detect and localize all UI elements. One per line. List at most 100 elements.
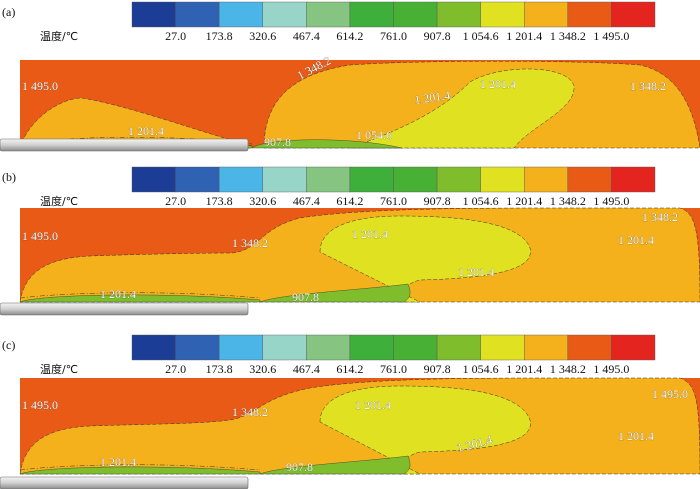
contour-label: 1 495.0 xyxy=(22,229,58,243)
contour-label: 1 201.4 xyxy=(413,88,451,107)
colorbar-swatch xyxy=(436,166,481,193)
colorbar-swatch xyxy=(524,166,569,193)
contour-label: 1 348.2 xyxy=(232,405,268,419)
contour-label: 1 495.0 xyxy=(22,79,58,93)
panel-label: (b) xyxy=(2,170,16,184)
colorbar-swatch xyxy=(175,334,220,361)
colorbar-swatch xyxy=(218,334,263,361)
colorbar-tick-label: 1 495.0 xyxy=(593,194,629,208)
colorbar-swatch xyxy=(218,1,263,28)
colorbar-tick-label: 1 348.2 xyxy=(550,194,586,208)
panel-label: (c) xyxy=(2,338,15,352)
colorbar-tick-label: 173.8 xyxy=(206,29,233,43)
colorbar-tick-label: 1 054.6 xyxy=(463,362,499,376)
contour-label: 1 495.0 xyxy=(22,398,58,412)
colorbar-tick-label: 467.4 xyxy=(293,194,320,208)
colorbar-tick-label: 1 054.6 xyxy=(463,29,499,43)
panel-label: (a) xyxy=(2,5,15,19)
electrode-rod xyxy=(0,476,249,489)
colorbar-tick-label: 467.4 xyxy=(293,362,320,376)
colorbar-swatch xyxy=(524,1,569,28)
colorbar-swatch xyxy=(306,334,351,361)
colorbar-swatch xyxy=(349,166,394,193)
contour-line xyxy=(19,464,261,471)
contour-region-1054 xyxy=(259,455,411,475)
colorbar-swatch xyxy=(480,166,525,193)
panel-b: (b) 温度/℃ 27.0 173.8 320.6 467.4 614.2 761.0 907.… xyxy=(0,166,700,316)
contour-plot xyxy=(19,207,700,303)
colorbar-swatch xyxy=(611,334,656,361)
contour-label: 1 495.0 xyxy=(652,387,688,401)
colorbar-swatch xyxy=(480,334,525,361)
panel-c: (c) 温度/℃ 27.0 173.8 320.6 467.4 614.2 761.0 907.… xyxy=(0,334,700,489)
contour-line xyxy=(19,292,261,299)
colorbar-tick-label: 320.6 xyxy=(249,29,276,43)
contour-label: 1 201.4 xyxy=(100,455,136,469)
colorbar-tick-label: 1 348.2 xyxy=(550,362,586,376)
colorbar-swatch xyxy=(611,166,656,193)
colorbar-tick-label: 614.2 xyxy=(336,29,363,43)
colorbar-swatch xyxy=(611,1,656,28)
contour-label: 1 348.2 xyxy=(232,236,268,250)
contour-label: 1 201.4 xyxy=(618,233,654,247)
colorbar-tick-label: 614.2 xyxy=(336,194,363,208)
colorbar-swatch xyxy=(131,166,176,193)
colorbar-tick-label: 907.8 xyxy=(424,362,451,376)
contour-label: 1 201.4 xyxy=(355,398,391,412)
panel-a: (a) 温度/℃ 27.0 173.8 320.6 467.4 614.2 761.0 907.… xyxy=(0,1,700,152)
colorbar-tick-label: 614.2 xyxy=(336,362,363,376)
contour-label: 1 348.2 xyxy=(630,79,666,93)
colorbar-tick-label: 320.6 xyxy=(249,362,276,376)
colorbar-swatch xyxy=(393,1,438,28)
contour-label: 1 201.4 xyxy=(458,265,494,279)
colorbar-swatch xyxy=(393,334,438,361)
colorbar: 温度/℃ 27.0 173.8 320.6 467.4 614.2 761.0 907.8 1 … xyxy=(40,334,656,376)
contour-region-1201 xyxy=(349,68,575,149)
colorbar-swatch xyxy=(262,166,307,193)
colorbar-swatch xyxy=(567,334,612,361)
colorbar-tick-label: 1 495.0 xyxy=(593,29,629,43)
colorbar-swatch xyxy=(262,334,307,361)
colorbar-tick-label: 761.0 xyxy=(380,362,407,376)
contour-label: 1 201.4 xyxy=(352,227,388,241)
colorbar-tick-label: 907.8 xyxy=(424,29,451,43)
contour-label: 1 201.4 xyxy=(100,287,136,301)
colorbar-swatch xyxy=(393,166,438,193)
colorbar-swatch xyxy=(306,166,351,193)
colorbar-tick-label: 27.0 xyxy=(165,29,186,43)
contour-region-907 xyxy=(19,294,261,303)
colorbar-swatch xyxy=(349,334,394,361)
electrode-rod xyxy=(0,302,249,316)
colorbar-tick-label: 1 201.4 xyxy=(506,194,542,208)
electrode-rod xyxy=(0,138,249,152)
colorbar-tick-label: 907.8 xyxy=(424,194,451,208)
contour-region-1201 xyxy=(319,385,531,475)
colorbar-tick-label: 1 054.6 xyxy=(463,194,499,208)
colorbar-swatch xyxy=(131,334,176,361)
contour-label: 1 201.4 xyxy=(128,124,164,138)
colorbar-tick-label: 1 201.4 xyxy=(506,362,542,376)
colorbar-swatch xyxy=(567,166,612,193)
contour-region-1054 xyxy=(259,283,411,303)
contour-label: 1 054.6 xyxy=(356,128,392,142)
contour-label: 907.8 xyxy=(286,460,313,474)
colorbar-title: 温度/℃ xyxy=(40,362,78,376)
colorbar-swatch xyxy=(567,1,612,28)
colorbar-tick-label: 1 495.0 xyxy=(593,362,629,376)
colorbar-swatch xyxy=(131,1,176,28)
contour-region-1201 xyxy=(319,215,531,303)
colorbar-title: 温度/℃ xyxy=(40,194,78,208)
contour-label: 907.8 xyxy=(292,290,319,304)
colorbar-tick-label: 27.0 xyxy=(165,194,186,208)
colorbar-swatch xyxy=(524,334,569,361)
colorbar: 温度/℃ 27.0 173.8 320.6 467.4 614.2 761.0 907.8 1 … xyxy=(40,1,656,43)
colorbar-swatch xyxy=(436,1,481,28)
contour-region-1054 xyxy=(251,139,403,149)
colorbar-tick-label: 173.8 xyxy=(206,362,233,376)
contour-label: 1 201.4 xyxy=(480,77,516,91)
colorbar-tick-label: 320.6 xyxy=(249,194,276,208)
colorbar-swatch xyxy=(349,1,394,28)
colorbar: 温度/℃ 27.0 173.8 320.6 467.4 614.2 761.0 907.8 1 … xyxy=(40,166,656,208)
colorbar-tick-label: 1 348.2 xyxy=(550,29,586,43)
